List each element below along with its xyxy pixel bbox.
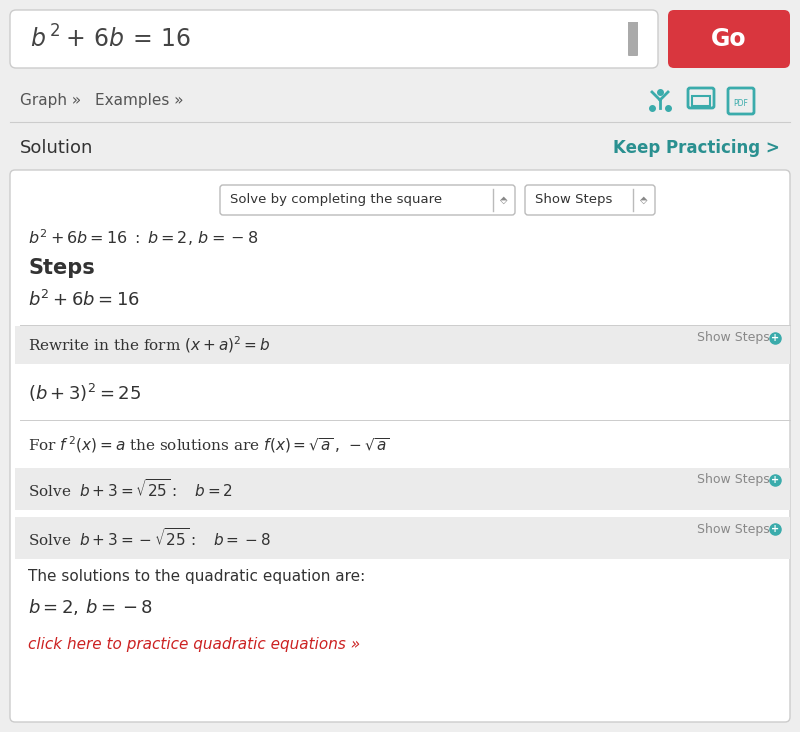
Text: Show Steps: Show Steps (698, 523, 770, 536)
Text: $b^{\,2}+\,6b\,=\,16$: $b^{\,2}+\,6b\,=\,16$ (30, 26, 191, 53)
Text: Solve by completing the square: Solve by completing the square (230, 193, 442, 206)
Text: Show Steps: Show Steps (698, 332, 770, 345)
FancyBboxPatch shape (525, 185, 655, 215)
Text: +: + (771, 524, 779, 534)
Bar (15, 326, 790, 364)
FancyBboxPatch shape (10, 10, 658, 68)
Text: PDF: PDF (734, 100, 749, 108)
FancyBboxPatch shape (668, 10, 790, 68)
Text: Show Steps: Show Steps (535, 193, 612, 206)
Bar (628, 22, 638, 40)
Text: $b=2,\,b=-8$: $b=2,\,b=-8$ (28, 597, 153, 617)
Text: Graph »: Graph » (20, 92, 81, 108)
Text: Examples »: Examples » (95, 92, 183, 108)
Text: +: + (771, 475, 779, 485)
Text: Solution: Solution (20, 139, 94, 157)
Text: ⬘: ⬘ (500, 195, 508, 205)
Text: Solve $\;b+3=\sqrt{25}:\quad b=2$: Solve $\;b+3=\sqrt{25}:\quad b=2$ (28, 478, 233, 500)
Text: $b^2+6b=16$: $b^2+6b=16$ (28, 290, 140, 310)
Bar (15, 468, 790, 510)
Text: Keep Practicing >: Keep Practicing > (613, 139, 780, 157)
Text: click here to practice quadratic equations »: click here to practice quadratic equatio… (28, 638, 360, 652)
Text: $(b+3)^2=25$: $(b+3)^2=25$ (28, 382, 141, 404)
Bar (692, 96, 710, 106)
FancyBboxPatch shape (220, 185, 515, 215)
FancyBboxPatch shape (10, 170, 790, 722)
Text: Solve $\;b+3=-\sqrt{25}:\quad b=-8$: Solve $\;b+3=-\sqrt{25}:\quad b=-8$ (28, 527, 271, 549)
Text: Go: Go (711, 27, 747, 51)
Text: $b^2+6b=16\;:\;b=2,\,b=-8$: $b^2+6b=16\;:\;b=2,\,b=-8$ (28, 228, 258, 248)
Text: Show Steps: Show Steps (698, 474, 770, 487)
Text: For $f^{\,2}(x)=a$ the solutions are $f(x)=\sqrt{a}\,,\;-\sqrt{a}$: For $f^{\,2}(x)=a$ the solutions are $f(… (28, 435, 390, 455)
Text: The solutions to the quadratic equation are:: The solutions to the quadratic equation … (28, 569, 366, 584)
Bar (15, 517, 790, 559)
Text: +: + (771, 333, 779, 343)
Text: ⬘: ⬘ (640, 195, 648, 205)
Text: Steps: Steps (28, 258, 94, 278)
FancyBboxPatch shape (628, 22, 638, 56)
Text: Rewrite in the form $\left(x+a\right)^2=b$: Rewrite in the form $\left(x+a\right)^2=… (28, 335, 270, 355)
